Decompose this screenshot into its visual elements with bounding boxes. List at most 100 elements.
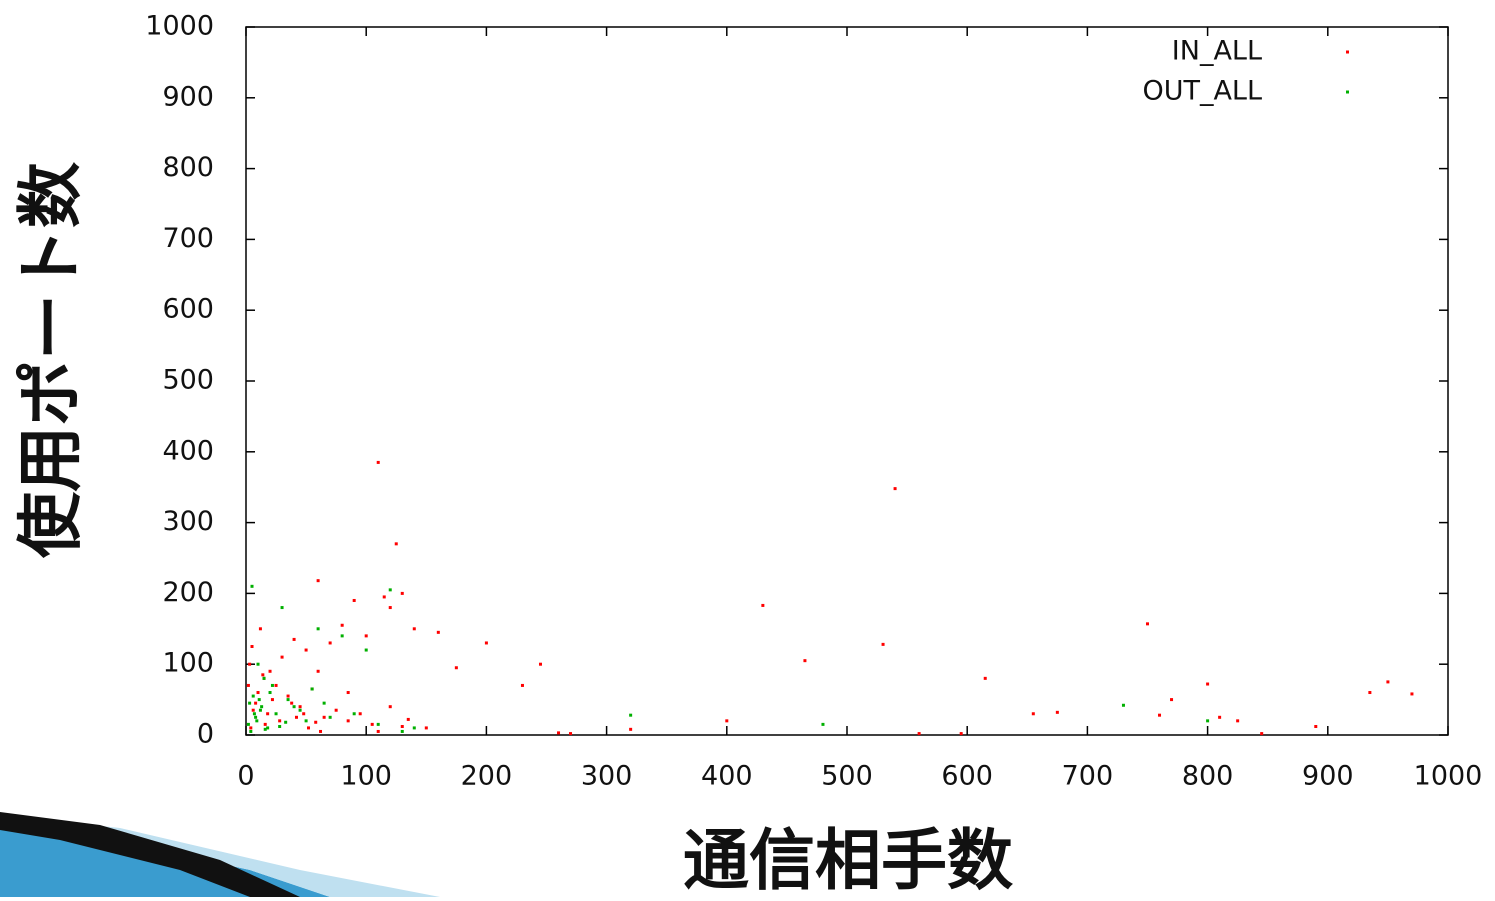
point [264,723,267,726]
point [389,606,392,609]
point [275,684,278,687]
point [247,723,250,726]
point [247,684,250,687]
point [539,663,542,666]
y-tick-label: 200 [162,577,214,608]
point [371,723,374,726]
point [307,726,310,729]
point [918,732,921,735]
point [365,634,368,637]
point [629,728,632,731]
point [329,641,332,644]
point [1368,691,1371,694]
point [314,721,317,724]
point [299,709,302,712]
point [264,728,267,731]
point [278,725,281,728]
legend-marker [1346,91,1349,94]
y-tick-label: 100 [162,648,214,679]
x-tick-label: 500 [821,761,873,792]
point [281,606,284,609]
y-tick-label: 1000 [145,11,214,42]
x-tick-label: 700 [1062,761,1114,792]
point [281,656,284,659]
x-tick-label: 900 [1302,761,1354,792]
point [293,638,296,641]
point [266,712,269,715]
x-tick-label: 400 [701,761,753,792]
point [1056,711,1059,714]
point [251,645,254,648]
point [271,698,274,701]
point [485,641,488,644]
point [401,730,404,733]
point [401,725,404,728]
point [317,627,320,630]
point [305,719,308,722]
point [389,588,392,591]
legend-marker [1346,51,1349,54]
point [341,634,344,637]
point [249,726,252,729]
point [254,702,257,705]
point [1410,692,1413,695]
point [437,631,440,634]
point [253,712,256,715]
point [401,592,404,595]
point [425,726,428,729]
point [347,691,350,694]
point [295,716,298,719]
point [413,627,416,630]
x-tick-label: 1000 [1414,761,1483,792]
point [269,670,272,673]
point [353,712,356,715]
point [290,702,293,705]
point [1260,732,1263,735]
point [255,719,258,722]
point [407,718,410,721]
point [1236,719,1239,722]
point [319,730,322,733]
point [271,684,274,687]
point [263,677,266,680]
point [275,712,278,715]
point [377,730,380,733]
point [254,716,257,719]
point [305,649,308,652]
legend-label: IN_ALL [1172,36,1262,67]
point [557,731,560,734]
point [347,719,350,722]
point [269,691,272,694]
y-tick-label: 300 [162,506,214,537]
legend-label: OUT_ALL [1142,76,1262,107]
point [1146,622,1149,625]
point [299,705,302,708]
x-tick-label: 800 [1182,761,1234,792]
point [761,604,764,607]
point [293,705,296,708]
point [377,461,380,464]
point [1170,698,1173,701]
point [725,719,728,722]
point [317,579,320,582]
point [258,698,261,701]
point [248,702,251,705]
point [821,723,824,726]
point [1386,680,1389,683]
point [1218,716,1221,719]
point [323,716,326,719]
point [249,730,252,733]
x-tick-label: 0 [237,761,254,792]
point [257,691,260,694]
point [359,712,362,715]
point [252,709,255,712]
point [261,673,264,676]
point [569,732,572,735]
point [1206,683,1209,686]
x-axis-title: 通信相手数 [683,822,1013,897]
point [329,716,332,719]
point [259,709,262,712]
point [1032,712,1035,715]
point [287,695,290,698]
point [278,719,281,722]
